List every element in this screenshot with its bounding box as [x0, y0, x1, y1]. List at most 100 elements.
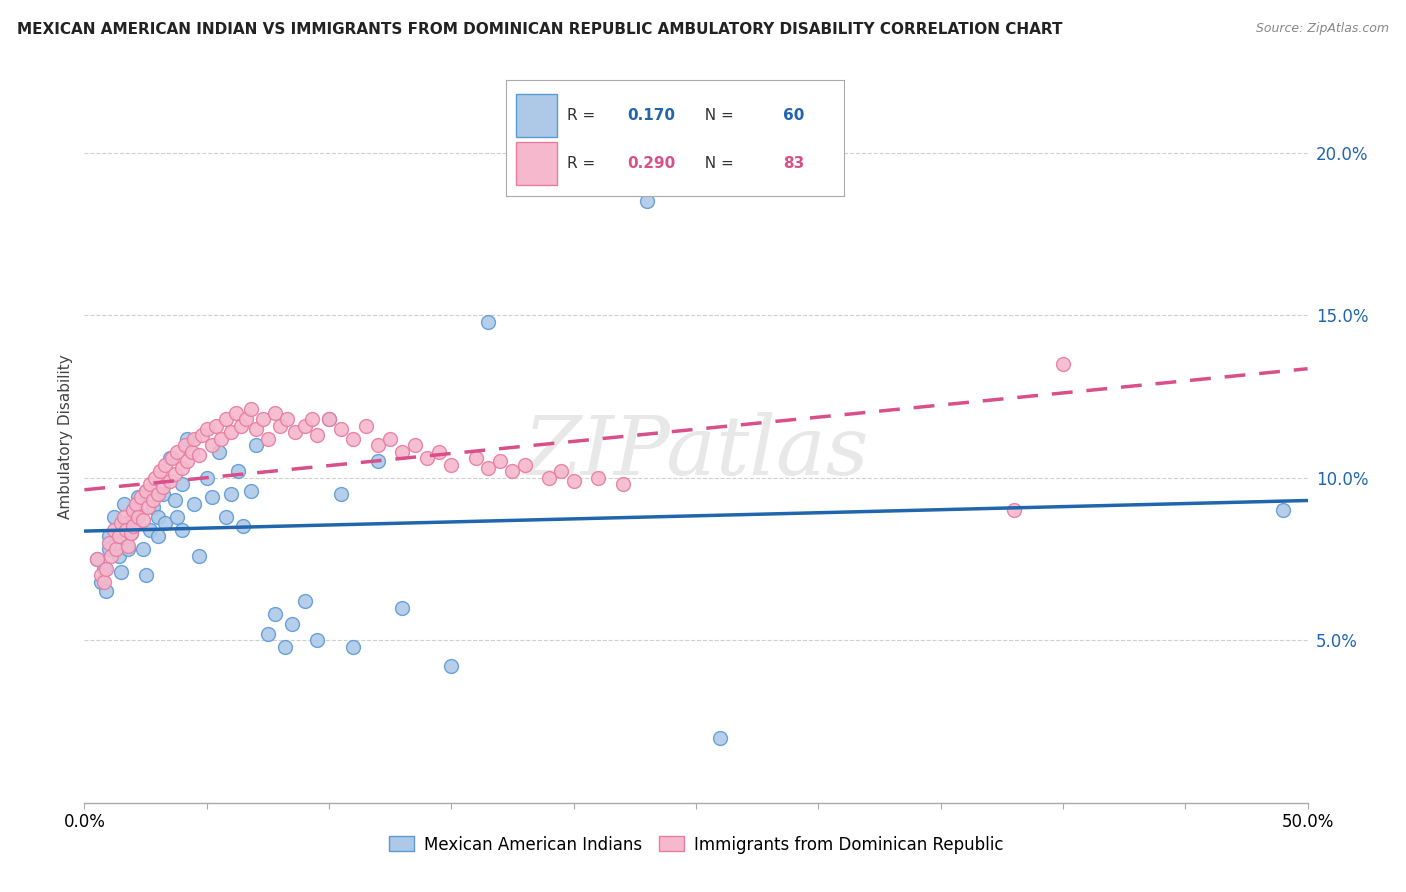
Point	[1272, 503, 1295, 517]
Point	[232, 519, 254, 533]
Point	[110, 516, 132, 531]
Point	[235, 412, 257, 426]
Point	[264, 607, 287, 622]
Point	[122, 503, 145, 517]
Point	[97, 535, 120, 549]
Point	[96, 584, 118, 599]
Point	[200, 438, 222, 452]
Point	[239, 483, 262, 498]
Point	[195, 471, 218, 485]
Point	[209, 432, 232, 446]
Point	[225, 406, 247, 420]
Point	[149, 464, 172, 478]
Point	[117, 539, 139, 553]
Point	[152, 487, 174, 501]
Point	[305, 633, 328, 648]
Point	[105, 535, 128, 549]
Point	[97, 542, 120, 557]
Point	[416, 451, 439, 466]
Point	[513, 458, 536, 472]
Point	[159, 474, 181, 488]
Text: ZIPatlas: ZIPatlas	[523, 412, 869, 491]
Point	[305, 428, 328, 442]
Point	[215, 412, 238, 426]
Point	[612, 477, 634, 491]
Point	[264, 406, 287, 420]
Point	[191, 428, 214, 442]
Point	[159, 451, 181, 466]
Point	[215, 509, 238, 524]
Point	[586, 471, 609, 485]
Point	[464, 451, 486, 466]
Point	[176, 454, 198, 468]
Point	[153, 516, 176, 531]
Point	[477, 315, 499, 329]
Point	[172, 523, 194, 537]
Point	[391, 600, 413, 615]
Point	[153, 458, 176, 472]
Point	[440, 659, 463, 673]
Point	[367, 438, 389, 452]
Point	[86, 552, 108, 566]
Text: 0.290: 0.290	[627, 156, 676, 171]
Point	[188, 448, 211, 462]
Point	[229, 418, 252, 433]
Point	[96, 562, 118, 576]
Point	[252, 412, 274, 426]
Point	[318, 412, 340, 426]
Point	[205, 418, 228, 433]
Point	[188, 549, 211, 563]
Text: 60: 60	[783, 108, 804, 122]
Point	[100, 549, 122, 563]
Point	[404, 438, 426, 452]
Y-axis label: Ambulatory Disability: Ambulatory Disability	[58, 355, 73, 519]
Point	[93, 574, 115, 589]
Point	[142, 493, 165, 508]
Point	[181, 444, 204, 458]
Point	[477, 461, 499, 475]
Point	[342, 432, 364, 446]
Point	[93, 562, 115, 576]
Point	[90, 568, 112, 582]
Text: R =: R =	[567, 108, 600, 122]
Point	[163, 467, 186, 482]
Point	[195, 422, 218, 436]
Point	[550, 464, 572, 478]
Point	[172, 461, 194, 475]
Point	[228, 464, 250, 478]
Point	[380, 432, 402, 446]
Point	[139, 523, 162, 537]
Point	[117, 542, 139, 557]
Point	[208, 444, 231, 458]
Point	[127, 490, 149, 504]
Point	[146, 509, 169, 524]
Point	[105, 542, 128, 557]
Point	[120, 526, 142, 541]
Point	[281, 617, 304, 632]
Point	[135, 483, 157, 498]
Text: MEXICAN AMERICAN INDIAN VS IMMIGRANTS FROM DOMINICAN REPUBLIC AMBULATORY DISABIL: MEXICAN AMERICAN INDIAN VS IMMIGRANTS FR…	[17, 22, 1063, 37]
Point	[172, 477, 194, 491]
Point	[173, 438, 195, 452]
Point	[97, 529, 120, 543]
Point	[142, 500, 165, 514]
Point	[135, 568, 157, 582]
Point	[122, 503, 145, 517]
Point	[166, 509, 188, 524]
Point	[1052, 357, 1074, 371]
Point	[143, 471, 166, 485]
Point	[122, 519, 145, 533]
Point	[239, 402, 262, 417]
Point	[107, 529, 129, 543]
Point	[1002, 503, 1025, 517]
Point	[152, 480, 174, 494]
Point	[127, 507, 149, 521]
Point	[166, 444, 188, 458]
Point	[127, 509, 149, 524]
Point	[132, 542, 155, 557]
Point	[115, 523, 138, 537]
Point	[636, 194, 658, 209]
Point	[139, 477, 162, 491]
Point	[367, 454, 389, 468]
Point	[112, 497, 135, 511]
